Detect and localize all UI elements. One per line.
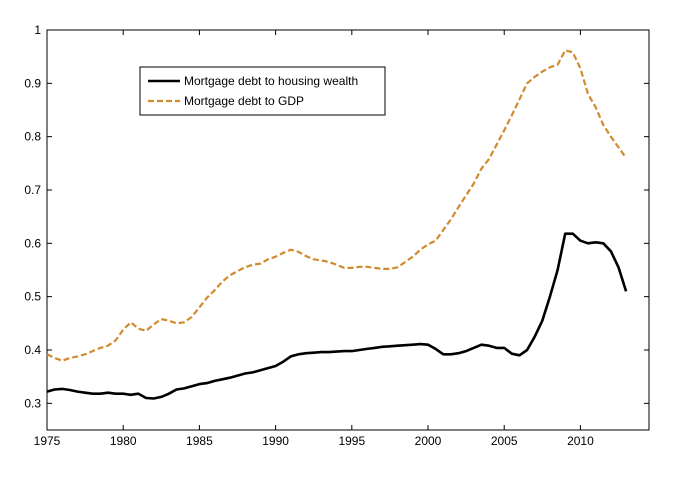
y-tick-label: 0.6 (24, 236, 41, 250)
legend-label: Mortgage debt to GDP (184, 94, 304, 108)
series-layer (46, 49, 628, 400)
legend-box (139, 66, 386, 116)
x-tick-label: 1995 (338, 434, 365, 448)
legend: Mortgage debt to housing wealth Mortgage … (139, 66, 386, 116)
x-tick-label: 2010 (567, 434, 594, 448)
axes-layer: 1975 1980 1985 1990 1995 2000 2005 2010 0.3 0.4 0.… (24, 23, 650, 448)
y-tick-label: 0.8 (24, 130, 41, 144)
plot-frame (46, 29, 650, 431)
x-tick-label: 1975 (34, 434, 61, 448)
y-tick-label: 0.5 (24, 290, 41, 304)
x-tick-label: 1985 (186, 434, 213, 448)
y-tick-label: 0.4 (24, 343, 41, 357)
series-line-gdp (46, 49, 627, 362)
legend-label: Mortgage debt to housing wealth (184, 74, 358, 88)
x-tick-label: 1980 (110, 434, 137, 448)
x-tick-label: 2000 (415, 434, 442, 448)
y-tick-label: 0.9 (24, 76, 41, 90)
y-tick-label: 0.3 (24, 396, 41, 410)
x-tick-label: 2005 (491, 434, 518, 448)
y-tick-label: 1 (34, 23, 41, 37)
y-tick-label: 0.7 (24, 183, 41, 197)
series-line-housing-wealth (46, 232, 628, 400)
x-tick-label: 1990 (262, 434, 289, 448)
